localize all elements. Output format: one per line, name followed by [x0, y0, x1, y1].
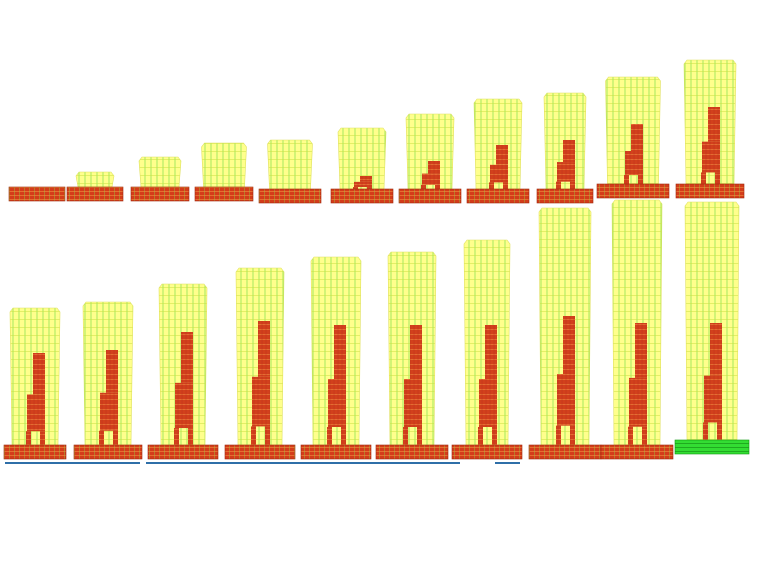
core-leg [353, 187, 358, 189]
foundation [675, 183, 745, 199]
foundation [3, 444, 67, 460]
core-leg [327, 427, 332, 445]
core-leg [715, 172, 720, 184]
foundation [600, 444, 674, 460]
core-upper [33, 353, 45, 395]
core-upper [410, 325, 422, 379]
core-lower [704, 375, 722, 423]
core-upper [485, 325, 497, 379]
core-leg [624, 175, 629, 184]
core-upper [334, 325, 346, 379]
foundation [536, 188, 594, 204]
foundation [330, 188, 394, 204]
foundation [451, 444, 523, 460]
core-upper [563, 316, 575, 375]
foundation [130, 186, 190, 202]
core-upper [258, 321, 270, 377]
core-upper [710, 323, 722, 376]
core-leg [489, 182, 494, 189]
core-upper [428, 161, 440, 174]
core-lower [629, 377, 647, 427]
core-upper [563, 140, 575, 163]
core-leg [628, 426, 633, 445]
core-upper [496, 145, 508, 165]
core-lower [422, 173, 440, 185]
core-leg [478, 427, 483, 445]
core-leg [701, 172, 706, 184]
foundation [147, 444, 219, 460]
core-leg [40, 431, 45, 445]
core-leg [265, 426, 270, 445]
core-leg [556, 425, 561, 445]
core-leg [341, 427, 346, 445]
core-lower [490, 164, 508, 183]
tower-frame [201, 142, 247, 188]
core-upper [708, 107, 720, 142]
foundation [674, 439, 750, 455]
core-leg [174, 428, 179, 445]
core-upper [631, 124, 643, 151]
core-lower [702, 141, 720, 173]
core-leg [703, 422, 708, 440]
foundation [596, 183, 670, 199]
core-leg [403, 427, 408, 445]
core-leg [421, 184, 426, 189]
core-leg [251, 426, 256, 445]
core-upper [106, 350, 118, 393]
core-leg [503, 182, 508, 189]
foundation [528, 444, 602, 460]
core-leg [638, 175, 643, 184]
foundation [73, 444, 143, 460]
tower-frame [75, 171, 115, 188]
core-leg [188, 428, 193, 445]
core-upper [360, 176, 372, 182]
core-lower [479, 379, 497, 427]
core-lower [557, 374, 575, 426]
core-lower [175, 382, 193, 429]
core-leg [492, 427, 497, 445]
core-lower [625, 151, 643, 175]
core-lower [27, 394, 45, 432]
core-upper [181, 332, 193, 383]
foundation [224, 444, 296, 460]
core-leg [417, 427, 422, 445]
core-leg [556, 181, 561, 189]
foundation [194, 186, 254, 202]
tower-frame [267, 139, 313, 190]
core-leg [113, 430, 118, 445]
foundation [398, 188, 462, 204]
foundation [375, 444, 449, 460]
core-lower [328, 379, 346, 427]
core-leg [435, 184, 440, 189]
foundation [258, 188, 322, 204]
core-leg [570, 425, 575, 445]
foundation [466, 188, 530, 204]
core-lower [404, 379, 422, 427]
foundation [300, 444, 372, 460]
core-lower [252, 376, 270, 427]
core-leg [99, 430, 104, 445]
core-leg [717, 422, 722, 440]
foundation [66, 186, 124, 202]
core-leg [367, 187, 372, 189]
core-upper [635, 323, 647, 378]
stages [3, 59, 750, 460]
foundation [8, 186, 66, 202]
core-leg [570, 181, 575, 189]
core-leg [26, 431, 31, 445]
core-lower [354, 181, 372, 188]
tower-frame [138, 156, 182, 188]
core-leg [642, 426, 647, 445]
core-lower [100, 392, 118, 431]
core-lower [557, 162, 575, 182]
